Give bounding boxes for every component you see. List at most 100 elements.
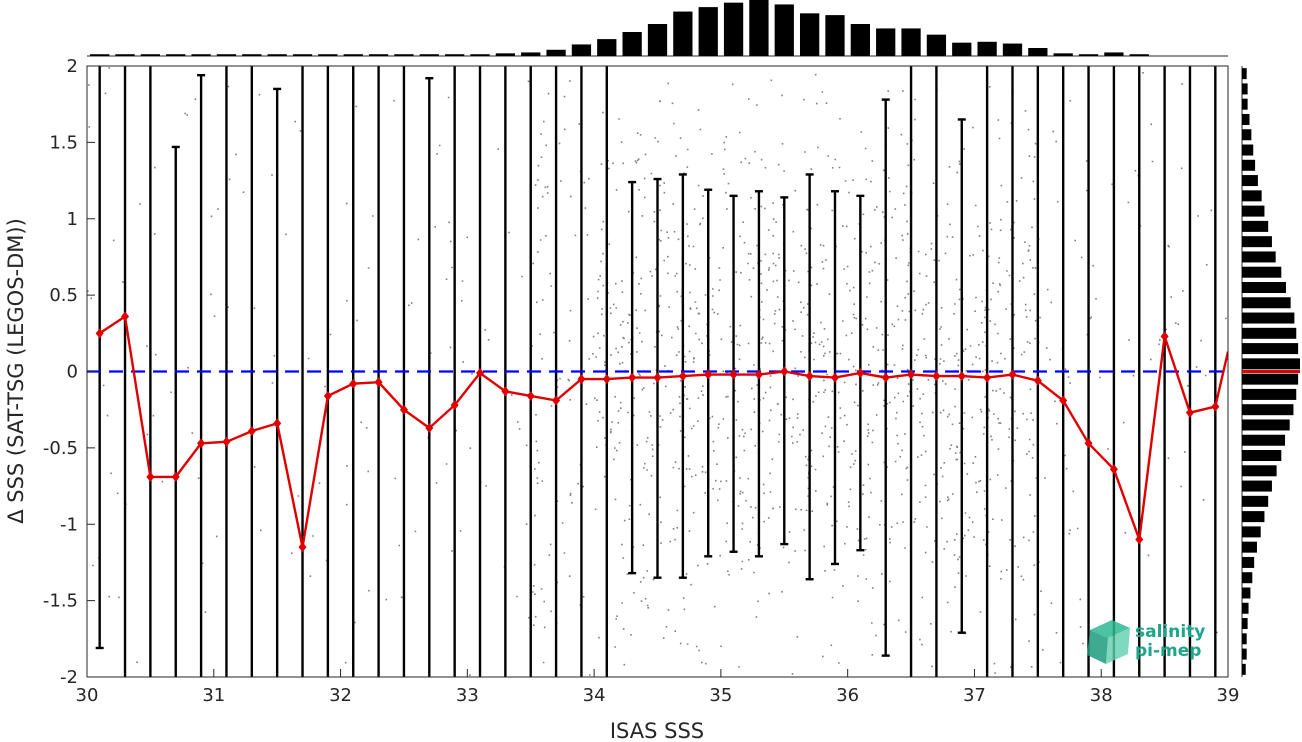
median-marker xyxy=(247,426,256,437)
median-marker xyxy=(805,371,814,382)
median-marker xyxy=(704,369,713,380)
top-histogram-bar xyxy=(521,52,541,56)
x-tick-label: 35 xyxy=(709,685,732,706)
median-marker xyxy=(222,436,231,447)
top-histogram-bar xyxy=(419,54,439,56)
right-histogram-bar xyxy=(1242,419,1290,431)
median-marker xyxy=(552,395,561,406)
right-histogram-bar xyxy=(1242,113,1250,125)
median-marker xyxy=(450,400,459,411)
logo-text-line1: salinity xyxy=(1135,622,1205,642)
right-histogram-bar xyxy=(1242,526,1261,538)
median-marker xyxy=(1160,331,1169,342)
median-marker xyxy=(95,328,104,339)
right-histogram-bar xyxy=(1242,388,1297,400)
median-marker xyxy=(1135,534,1144,545)
x-tick-label: 38 xyxy=(1090,685,1113,706)
x-axis-ticks: 30 31 32 33 34 35 36 37 38 39 xyxy=(76,669,1239,706)
top-histogram-bar xyxy=(952,42,972,56)
median-marker xyxy=(907,369,916,380)
right-histogram-bar xyxy=(1242,404,1294,416)
right-histogram-bar xyxy=(1242,480,1272,492)
top-histogram-bar xyxy=(394,54,414,56)
y-tick-label: -0.5 xyxy=(43,438,78,459)
top-histogram-bar xyxy=(825,15,845,56)
x-tick-label: 36 xyxy=(836,685,859,706)
top-histogram-bar xyxy=(546,49,566,56)
right-histogram-bar xyxy=(1242,434,1286,446)
right-histogram-bar xyxy=(1242,281,1286,293)
top-histogram-bar xyxy=(673,11,693,56)
top-histogram-bar xyxy=(799,13,820,57)
median-marker xyxy=(602,374,611,385)
top-histogram-bar xyxy=(1078,54,1099,56)
top-histogram-bar xyxy=(318,54,338,56)
median-marker xyxy=(577,374,586,385)
top-histogram-bar xyxy=(191,54,211,56)
top-histogram-bar xyxy=(723,2,744,56)
median-line xyxy=(99,314,1228,548)
median-marker xyxy=(146,471,155,482)
right-histogram-bar xyxy=(1242,327,1297,339)
median-marker xyxy=(374,377,383,388)
median-marker xyxy=(399,404,408,415)
right-histogram-bar xyxy=(1242,541,1257,553)
top-histogram-bar xyxy=(166,54,186,56)
right-histogram-bar xyxy=(1242,190,1262,202)
median-marker xyxy=(526,390,535,401)
right-histogram-bar xyxy=(1242,373,1299,385)
x-tick-label: 30 xyxy=(76,685,99,706)
median-marker xyxy=(856,368,865,379)
top-histogram-bar xyxy=(1053,53,1073,56)
right-histogram-bar xyxy=(1242,648,1247,660)
y-tick-label: 0.5 xyxy=(49,285,78,306)
top-histogram-bar xyxy=(292,54,313,56)
right-histogram-bar xyxy=(1242,465,1277,477)
right-histogram-bar xyxy=(1242,358,1300,370)
right-histogram-bar xyxy=(1242,572,1253,584)
median-marker xyxy=(273,418,282,429)
median-marker xyxy=(653,372,662,383)
top-histogram-bar xyxy=(647,24,668,56)
top-histogram-bar xyxy=(571,44,592,56)
median-marker xyxy=(1084,438,1093,449)
top-histogram-bar xyxy=(140,54,161,56)
median-marker xyxy=(1059,395,1068,406)
y-tick-label: 2 xyxy=(67,56,78,77)
median-marker xyxy=(1185,407,1194,418)
x-axis-label: ISAS SSS xyxy=(610,719,704,742)
right-histogram-bar xyxy=(1242,159,1256,171)
median-marker xyxy=(678,371,687,382)
right-histogram-bar xyxy=(1242,129,1252,141)
median-marker xyxy=(957,371,966,382)
top-histogram-bar xyxy=(368,54,389,56)
top-histogram-bar xyxy=(698,7,718,57)
x-tick-label: 37 xyxy=(963,685,986,706)
median-marker xyxy=(1008,369,1017,380)
x-tick-label: 34 xyxy=(583,685,606,706)
top-histogram-bar xyxy=(749,0,769,56)
y-tick-label: 0 xyxy=(67,362,78,383)
salinity-pi-mep-logo: salinity pi-mep xyxy=(1087,620,1205,664)
right-histogram-bar xyxy=(1242,450,1282,462)
median-marker xyxy=(476,368,485,379)
right-histogram-bar xyxy=(1242,297,1291,309)
top-histogram-bar xyxy=(90,54,110,56)
y-axis-ticks: 2 1.5 1 0.5 0 -0.5 -1 -1.5 -2 xyxy=(43,56,95,688)
median-marker xyxy=(754,369,763,380)
right-histogram-bar xyxy=(1242,266,1282,278)
right-histogram-bar xyxy=(1242,251,1276,263)
top-histogram-bar xyxy=(1104,52,1124,56)
median-marker xyxy=(932,371,941,382)
plot-area xyxy=(87,66,1228,677)
median-marker xyxy=(729,369,738,380)
top-histogram-bar xyxy=(216,54,237,56)
right-histogram-bar xyxy=(1242,144,1254,156)
median-marker xyxy=(197,438,206,449)
right-histogram-bar xyxy=(1242,602,1249,614)
top-histogram-bar xyxy=(267,54,287,56)
top-histogram-bar xyxy=(343,54,363,56)
right-histogram-bar xyxy=(1242,175,1258,187)
median-marker xyxy=(121,311,130,322)
